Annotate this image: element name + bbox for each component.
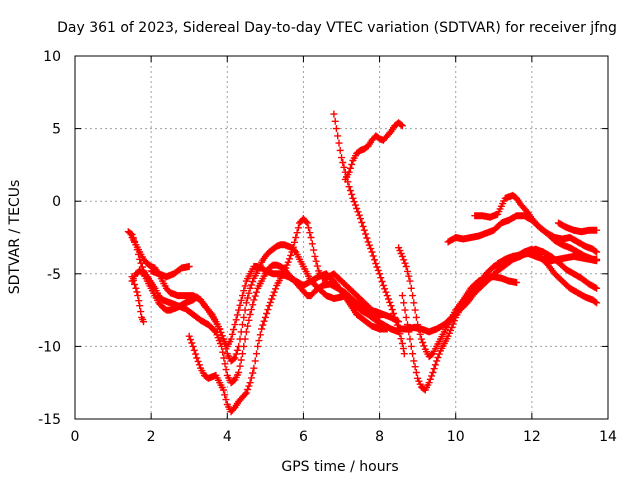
series-arc-15 <box>555 219 601 236</box>
y-tick-label: -15 <box>38 412 61 428</box>
plot-frame <box>74 55 609 420</box>
series-arc-8 <box>341 119 406 183</box>
y-tick-label: 5 <box>52 122 61 138</box>
x-tick-label: 10 <box>447 429 465 445</box>
series-markers <box>128 273 147 326</box>
x-tick-label: 2 <box>147 429 156 445</box>
y-tick-label: 0 <box>52 194 61 210</box>
y-tick-label: -5 <box>47 267 61 283</box>
series-markers <box>341 119 406 183</box>
x-tick-label: 4 <box>223 429 232 445</box>
x-tick-label: 8 <box>375 429 384 445</box>
x-axis-label: GPS time / hours <box>281 459 398 475</box>
series-arc-6 <box>185 215 384 416</box>
series-arc-7 <box>330 110 408 358</box>
series-arc-13 <box>471 191 601 256</box>
series-arc-14 <box>494 250 601 268</box>
chart-title: Day 361 of 2023, Sidereal Day-to-day VTE… <box>57 20 617 36</box>
series-markers <box>147 263 193 281</box>
x-tick-label: 12 <box>523 429 541 445</box>
data-series <box>124 110 601 416</box>
grid <box>75 56 608 419</box>
x-axis: 0 2 4 6 8 10 12 14 <box>71 56 617 445</box>
series-markers <box>330 110 408 358</box>
x-tick-label: 6 <box>299 429 308 445</box>
series-arc-5 <box>147 263 193 281</box>
y-axis-label: SDTVAR / TECUs <box>7 180 23 295</box>
series-markers <box>471 191 601 256</box>
x-tick-label: 14 <box>599 429 617 445</box>
series-markers <box>494 250 601 268</box>
series-arc-4 <box>128 273 147 326</box>
series-markers <box>185 215 384 416</box>
y-tick-label: -10 <box>38 339 61 355</box>
y-tick-label: 10 <box>43 49 61 65</box>
x-tick-label: 0 <box>71 429 80 445</box>
series-markers <box>555 219 601 236</box>
y-axis: -15 -10 -5 0 5 10 <box>38 49 608 428</box>
